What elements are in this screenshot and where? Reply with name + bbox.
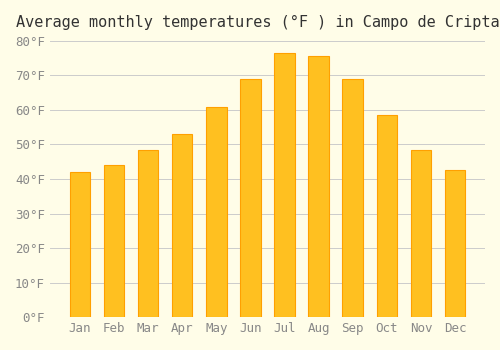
Bar [308, 56, 329, 317]
Bar [376, 115, 397, 317]
Bar [206, 106, 227, 317]
Title: Average monthly temperatures (°F ) in Campo de Criptana: Average monthly temperatures (°F ) in Ca… [16, 15, 500, 30]
Bar [172, 134, 193, 317]
Bar [70, 172, 90, 317]
Bar [240, 79, 260, 317]
Bar [274, 53, 294, 317]
Bar [104, 165, 124, 317]
Bar [138, 150, 158, 317]
Bar [342, 79, 363, 317]
Bar [445, 170, 465, 317]
Bar [410, 150, 431, 317]
